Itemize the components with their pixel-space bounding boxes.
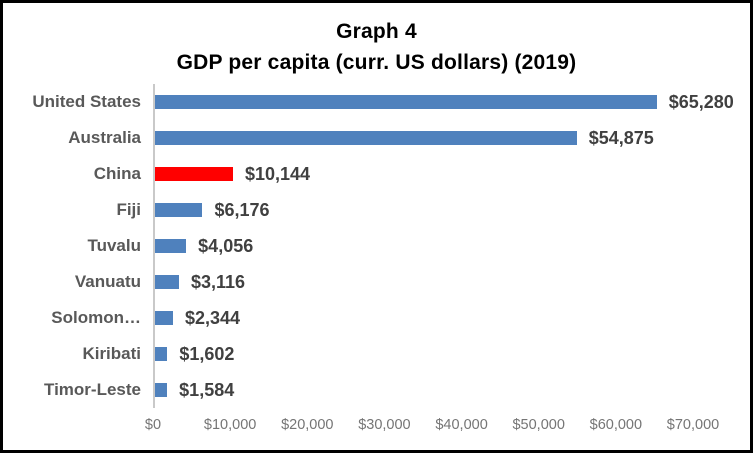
x-tick-label: $30,000 bbox=[358, 417, 411, 433]
plot-area: United States $65,280 Australia $54,875 Chin… bbox=[3, 84, 750, 408]
bar bbox=[155, 95, 657, 109]
chart-row: Fiji $6,176 bbox=[3, 192, 750, 228]
bar bbox=[155, 131, 577, 145]
x-tick-label: $40,000 bbox=[435, 417, 488, 433]
chart-row: Vanuatu $3,116 bbox=[3, 264, 750, 300]
value-label: $10,144 bbox=[244, 164, 311, 184]
category-label: Kiribati bbox=[82, 344, 141, 363]
x-tick-label: $10,000 bbox=[203, 417, 257, 433]
category-label: Fiji bbox=[116, 200, 141, 219]
category-label: Tuvalu bbox=[87, 236, 141, 255]
category-label: United States bbox=[32, 92, 141, 111]
chart-row: Australia $54,875 bbox=[3, 120, 750, 156]
value-label: $2,344 bbox=[185, 308, 241, 328]
bar-track: $4,056 bbox=[153, 228, 693, 264]
bar bbox=[155, 203, 203, 217]
bar bbox=[155, 347, 168, 361]
category-label: Vanuatu bbox=[74, 272, 141, 291]
bar bbox=[155, 311, 173, 325]
x-axis: $0 $10,000 $20,000 $30,000 $40,000 $50,000 $60… bbox=[145, 408, 719, 440]
x-tick-label: $70,000 bbox=[666, 417, 720, 433]
value-label: $1,584 bbox=[179, 380, 235, 400]
value-label: $6,176 bbox=[214, 200, 270, 220]
value-label: $1,602 bbox=[179, 344, 235, 364]
chart-row: Timor-Leste $1,584 bbox=[3, 372, 750, 408]
chart-title-line2: GDP per capita (curr. US dollars) (2019) bbox=[176, 51, 577, 74]
chart-title: Graph 4 GDP per capita (curr. US dollars… bbox=[3, 16, 750, 78]
chart-row: Tuvalu $4,056 bbox=[3, 228, 750, 264]
category-label: Solomon… bbox=[51, 308, 141, 327]
bar bbox=[155, 239, 187, 253]
bar bbox=[155, 275, 179, 289]
bar-track: $10,144 bbox=[153, 156, 693, 192]
category-label: Timor-Leste bbox=[44, 380, 141, 399]
x-tick-label: $20,000 bbox=[281, 417, 334, 433]
category-label: China bbox=[93, 164, 141, 183]
x-tick-label: $60,000 bbox=[589, 417, 643, 433]
value-label: $3,116 bbox=[190, 272, 245, 292]
bar-track: $54,875 bbox=[153, 120, 693, 156]
bar-track: $3,116 bbox=[153, 264, 693, 300]
chart-row: China $10,144 bbox=[3, 156, 750, 192]
chart-row: Kiribati $1,602 bbox=[3, 336, 750, 372]
value-label: $4,056 bbox=[198, 236, 254, 256]
x-tick-label: $50,000 bbox=[512, 417, 565, 433]
chart-row: Solomon… $2,344 bbox=[3, 300, 750, 336]
chart-row: United States $65,280 bbox=[3, 84, 750, 120]
bar-track: $6,176 bbox=[153, 192, 693, 228]
bar bbox=[155, 167, 233, 181]
bar-track: $2,344 bbox=[153, 300, 693, 336]
bar-track: $65,280 bbox=[153, 84, 734, 120]
bar-track: $1,602 bbox=[153, 336, 693, 372]
value-label: $54,875 bbox=[588, 128, 654, 148]
category-label: Australia bbox=[68, 128, 141, 147]
chart-title-line1: Graph 4 bbox=[336, 20, 417, 43]
bar bbox=[155, 383, 168, 397]
x-tick-label: $0 bbox=[144, 417, 162, 433]
bar-track: $1,584 bbox=[153, 372, 693, 408]
value-label: $65,280 bbox=[668, 92, 734, 112]
